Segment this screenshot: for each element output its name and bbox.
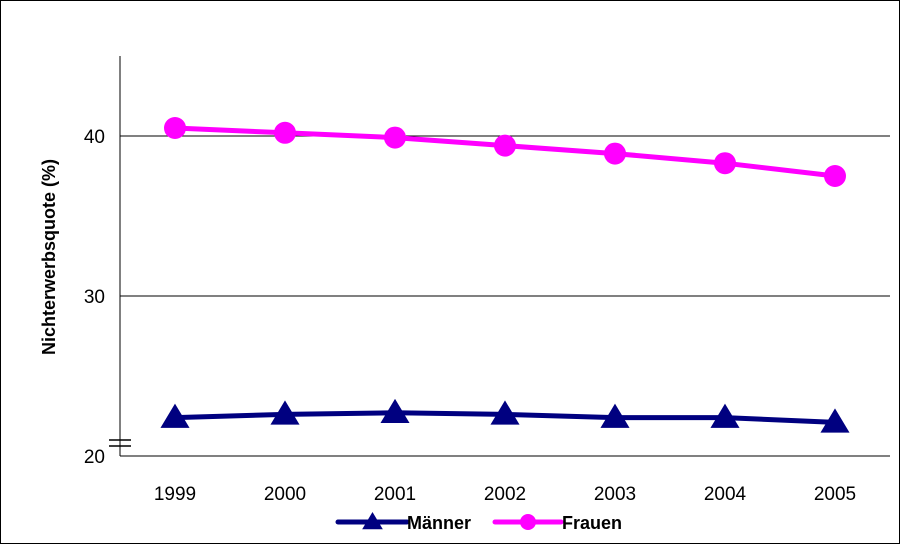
series-frauen: [164, 117, 846, 187]
gridlines: [120, 135, 890, 297]
legend-marker-frauen: [520, 514, 536, 530]
data-point-m-nner-2002: [490, 400, 520, 425]
data-point-frauen-2000: [274, 121, 296, 144]
x-tick-label-2001: 2001: [374, 484, 416, 505]
legend-marker-m-nner: [362, 512, 383, 530]
data-point-frauen-1999: [164, 117, 186, 139]
data-point-m-nner-2000: [270, 400, 300, 425]
x-tick-labels: 1999 2000 2001 2002 2003 2004 2005: [154, 484, 856, 505]
series: [160, 117, 850, 433]
x-tick-label-1999: 1999: [154, 484, 196, 505]
axes: [109, 56, 890, 457]
data-point-m-nner-1999: [160, 403, 190, 428]
y-axis-title: Nichterwerbsquote (%): [39, 159, 59, 355]
data-point-m-nner-2003: [600, 403, 630, 428]
x-tick-label-2004: 2004: [704, 484, 747, 505]
y-tick-labels: 20 30 40: [84, 127, 105, 468]
y-tick-label-30: 30: [84, 287, 105, 308]
legend-item-m-nner: Männer: [335, 512, 471, 533]
legend-label-frauen: Frauen: [562, 513, 622, 533]
data-point-m-nner-2005: [820, 408, 850, 433]
data-point-frauen-2003: [604, 142, 626, 165]
y-tick-label-20: 20: [84, 447, 105, 468]
data-point-frauen-2005: [824, 165, 846, 187]
legend-item-frauen: Frauen: [492, 513, 622, 533]
data-point-m-nner-2001: [380, 398, 410, 424]
legend-label-m-nner: Männer: [407, 513, 471, 533]
x-tick-label-2002: 2002: [484, 484, 526, 505]
legend: Männer Frauen: [335, 512, 622, 533]
data-point-frauen-2001: [384, 126, 406, 149]
x-tick-label-2005: 2005: [814, 484, 856, 505]
data-point-m-nner-2004: [710, 403, 740, 428]
data-point-frauen-2004: [714, 152, 736, 175]
x-tick-label-2000: 2000: [264, 484, 306, 505]
series-m-nner: [160, 398, 850, 433]
y-tick-label-40: 40: [84, 127, 105, 148]
x-tick-label-2003: 2003: [594, 484, 636, 505]
data-point-frauen-2002: [494, 134, 516, 157]
